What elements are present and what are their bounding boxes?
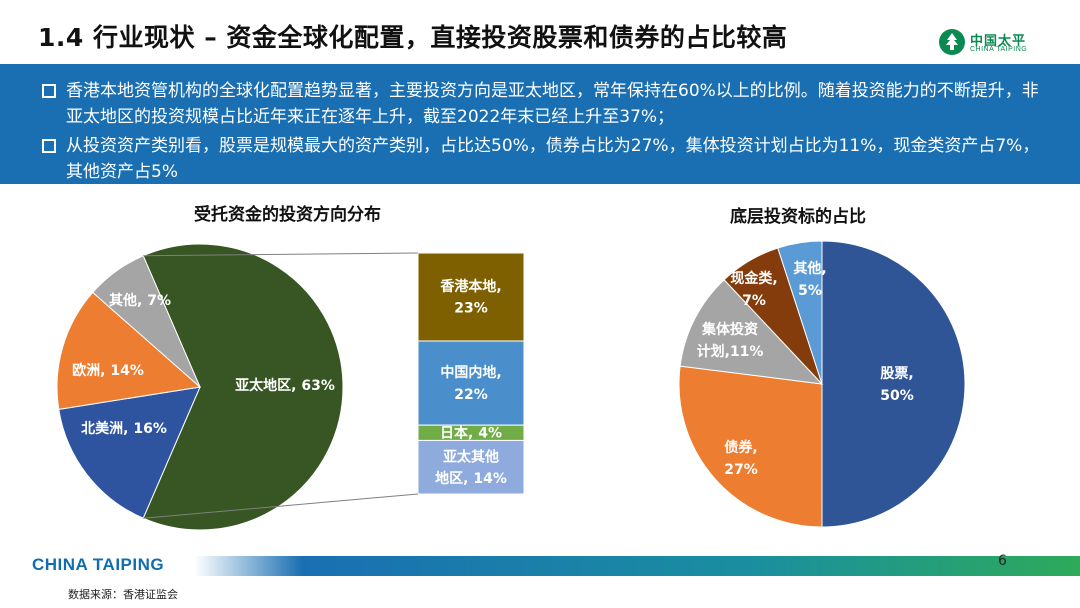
checkbox-bullet-icon (42, 84, 56, 98)
breakdown-segment-label-line: 日本, 4% (440, 425, 502, 442)
breakdown-segment-label-line: 香港本地, (439, 278, 501, 295)
breakdown-segment-label: 香港本地, 23% (439, 278, 501, 317)
pie-slice-1 (142, 243, 344, 531)
pie2-slice-label: 债券, 27% (724, 439, 758, 478)
pie2-slice-label-line: 集体投资 (701, 321, 758, 338)
pine-tree-icon (939, 29, 965, 55)
pie2-slice-label-line: 计划,11% (697, 343, 764, 360)
breakdown-segment-label: 日本, 4% (440, 425, 502, 442)
breakdown-segment-label-line: 中国内地, (440, 364, 501, 381)
pie2-slice-label: 股票, 50% (880, 366, 914, 404)
pie2-slice-label: 现金类, 7% (730, 270, 777, 309)
pie-slice-4 (92, 255, 201, 388)
pie2-slice-label-line: 现金类, (730, 270, 777, 287)
pie2-slice-label-line: 债券, (724, 439, 757, 456)
pie-slice-2 (58, 386, 201, 519)
data-source-note: 数据来源：香港证监会 (68, 588, 178, 601)
connector-line-bottom (143, 493, 419, 519)
company-logo: 中国太平 CHINA TAIPING (938, 28, 1048, 60)
pie2-slice-label: 其他, 5% (793, 260, 826, 299)
pie-slice-label: 亚太地区, 63% (235, 377, 335, 394)
summary-band (0, 64, 1080, 184)
pie2-slice-label-line: 50% (880, 388, 914, 404)
breakdown-bar-segment-4 (417, 439, 525, 495)
footer-brand: CHINA TAIPING (32, 555, 165, 574)
pie2-slice-label-line: 股票, (880, 366, 913, 382)
breakdown-segment-label: 亚太其他地区, 14% (435, 448, 507, 487)
connector-line-top (143, 252, 419, 257)
summary-bullet: 香港本地资管机构的全球化配置趋势显著，主要投资方向是亚太地区，常年保持在60%以… (42, 78, 1052, 130)
bullet-text: 香港本地资管机构的全球化配置趋势显著，主要投资方向是亚太地区，常年保持在60%以… (66, 81, 1039, 127)
breakdown-segment-label-line: 23% (454, 301, 488, 317)
breakdown-segment-label: 中国内地, 22% (440, 364, 501, 403)
chart-title-asset-class: 底层投资标的占比 (730, 207, 866, 227)
breakdown-segment-label-line: 地区, 14% (435, 470, 507, 487)
slide-title: 1.4 行业现状 – 资金全球化配置，直接投资股票和债券的占比较高 (38, 23, 788, 52)
bullet-text: 从投资资产类别看，股票是规模最大的资产类别，占比达50%，债券占比为27%，集体… (66, 136, 1040, 182)
pie2-slice-label-line: 5% (798, 283, 822, 299)
logo-english-text: CHINA TAIPING (970, 46, 1028, 53)
breakdown-bar-segment-1 (417, 252, 525, 342)
checkbox-bullet-icon (42, 139, 56, 153)
logo-chinese-text: 中国太平 (970, 34, 1027, 49)
pie-slice-label: 其他, 7% (109, 292, 171, 309)
pie2-slice-label-line: 27% (724, 462, 758, 478)
chart-title-investment-direction: 受托资金的投资方向分布 (194, 205, 381, 225)
breakdown-segment-label-line: 亚太其他 (443, 448, 499, 465)
pie2-slice-label-line: 其他, (793, 260, 826, 277)
page-number: 6 (998, 553, 1007, 569)
pie2-slice-5 (777, 240, 823, 385)
pie-slice-label: 欧洲, 14% (72, 362, 144, 379)
footer-gradient-bar (0, 556, 1080, 576)
summary-bullet: 从投资资产类别看，股票是规模最大的资产类别，占比达50%，债券占比为27%，集体… (42, 133, 1052, 185)
breakdown-segment-label-line: 22% (454, 387, 488, 403)
pie2-slice-label: 集体投资计划,11% (697, 321, 764, 360)
pie-slice-3 (56, 291, 202, 410)
pie2-slice-1 (821, 240, 966, 528)
pie-slice-label: 北美洲, 16% (81, 420, 167, 437)
pie2-slice-2 (678, 365, 823, 528)
pie2-slice-3 (679, 279, 824, 385)
breakdown-bar-segment-2 (417, 340, 525, 426)
pie2-slice-label-line: 7% (742, 293, 766, 309)
